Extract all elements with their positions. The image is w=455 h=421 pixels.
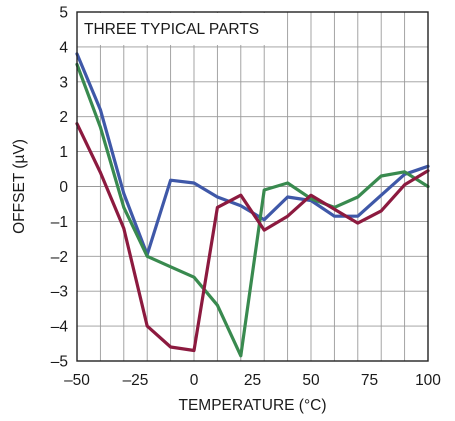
x-tick-label: 75 (361, 372, 378, 389)
y-axis-title: OFFSET (µV) (11, 139, 28, 234)
y-tick-label: 4 (59, 39, 68, 56)
y-tick-label: 0 (59, 179, 68, 196)
y-tick-label: –2 (51, 249, 68, 266)
y-tick-label: –3 (51, 284, 68, 301)
annotation-background (78, 13, 266, 45)
x-tick-label: 0 (190, 372, 199, 389)
x-tick-label: –25 (123, 372, 149, 389)
plot-frame (76, 11, 429, 362)
y-tick-label: –1 (51, 214, 68, 231)
x-tick-label: 50 (302, 372, 320, 389)
y-tick-label: –5 (51, 354, 68, 371)
y-tick-label: 1 (59, 144, 68, 161)
x-tick-label: –50 (64, 372, 90, 389)
y-tick-label: 3 (59, 74, 68, 91)
grid (77, 12, 428, 361)
y-tick-label: 2 (59, 109, 68, 126)
x-tick-label: 100 (415, 372, 441, 389)
y-tick-label: 5 (59, 5, 68, 22)
x-tick-label: 25 (244, 372, 261, 389)
tick-labels: 5 4 3 2 1 0 –1 –2 –3 –4 –5–50 –25 0 25 50 75 100 (51, 5, 442, 390)
chart-annotation: THREE TYPICAL PARTS (84, 21, 259, 38)
series-layer (75, 52, 430, 358)
series-line-2 (75, 62, 430, 358)
x-axis-title: TEMPERATURE (°C) (179, 397, 327, 414)
y-tick-label: –4 (51, 319, 69, 336)
series-line-3 (75, 122, 430, 353)
